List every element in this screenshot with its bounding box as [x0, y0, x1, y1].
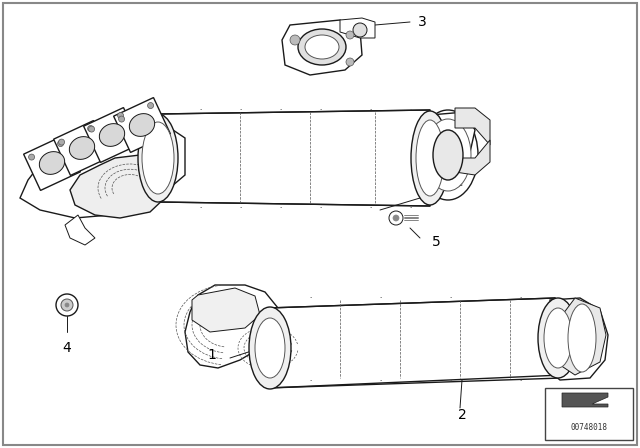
- Text: 5: 5: [431, 235, 440, 249]
- Circle shape: [346, 31, 354, 39]
- Polygon shape: [192, 288, 260, 332]
- Ellipse shape: [249, 307, 291, 389]
- Polygon shape: [282, 20, 362, 75]
- Text: 2: 2: [458, 408, 467, 422]
- Polygon shape: [562, 393, 608, 407]
- Ellipse shape: [416, 120, 444, 196]
- Circle shape: [148, 103, 154, 108]
- Circle shape: [29, 154, 35, 160]
- Polygon shape: [54, 121, 110, 176]
- Ellipse shape: [39, 151, 65, 174]
- Ellipse shape: [255, 318, 285, 378]
- Circle shape: [290, 35, 300, 45]
- Polygon shape: [550, 298, 608, 380]
- Ellipse shape: [305, 35, 339, 59]
- Ellipse shape: [353, 23, 367, 37]
- Circle shape: [118, 116, 125, 122]
- Polygon shape: [65, 215, 95, 245]
- Polygon shape: [84, 108, 140, 163]
- Polygon shape: [268, 298, 562, 388]
- Polygon shape: [555, 298, 606, 375]
- Ellipse shape: [142, 122, 174, 194]
- Text: 00748018: 00748018: [570, 422, 607, 431]
- Ellipse shape: [418, 110, 478, 200]
- Circle shape: [56, 294, 78, 316]
- Ellipse shape: [538, 298, 578, 378]
- Polygon shape: [455, 108, 490, 145]
- Polygon shape: [185, 285, 278, 368]
- Polygon shape: [24, 136, 81, 190]
- Ellipse shape: [433, 130, 463, 180]
- Bar: [545, 388, 633, 440]
- Ellipse shape: [544, 308, 572, 368]
- Ellipse shape: [99, 124, 125, 146]
- Circle shape: [88, 126, 95, 132]
- Circle shape: [65, 303, 69, 307]
- Polygon shape: [158, 110, 430, 206]
- Ellipse shape: [411, 111, 449, 205]
- Polygon shape: [20, 118, 185, 218]
- Circle shape: [88, 125, 93, 132]
- Ellipse shape: [298, 29, 346, 65]
- Circle shape: [58, 141, 63, 146]
- Polygon shape: [70, 155, 170, 218]
- Text: 4: 4: [63, 341, 72, 355]
- Text: 3: 3: [418, 15, 426, 29]
- Ellipse shape: [425, 119, 471, 191]
- Text: 1: 1: [207, 348, 216, 362]
- Ellipse shape: [129, 114, 155, 136]
- Ellipse shape: [138, 114, 178, 202]
- Circle shape: [118, 112, 124, 119]
- Polygon shape: [455, 140, 490, 175]
- Circle shape: [389, 211, 403, 225]
- Ellipse shape: [568, 304, 596, 372]
- Polygon shape: [430, 112, 475, 178]
- Circle shape: [346, 58, 354, 66]
- Ellipse shape: [69, 137, 95, 159]
- Circle shape: [61, 299, 73, 311]
- Circle shape: [393, 215, 399, 221]
- Polygon shape: [114, 98, 170, 152]
- Polygon shape: [340, 18, 375, 38]
- Circle shape: [59, 139, 65, 145]
